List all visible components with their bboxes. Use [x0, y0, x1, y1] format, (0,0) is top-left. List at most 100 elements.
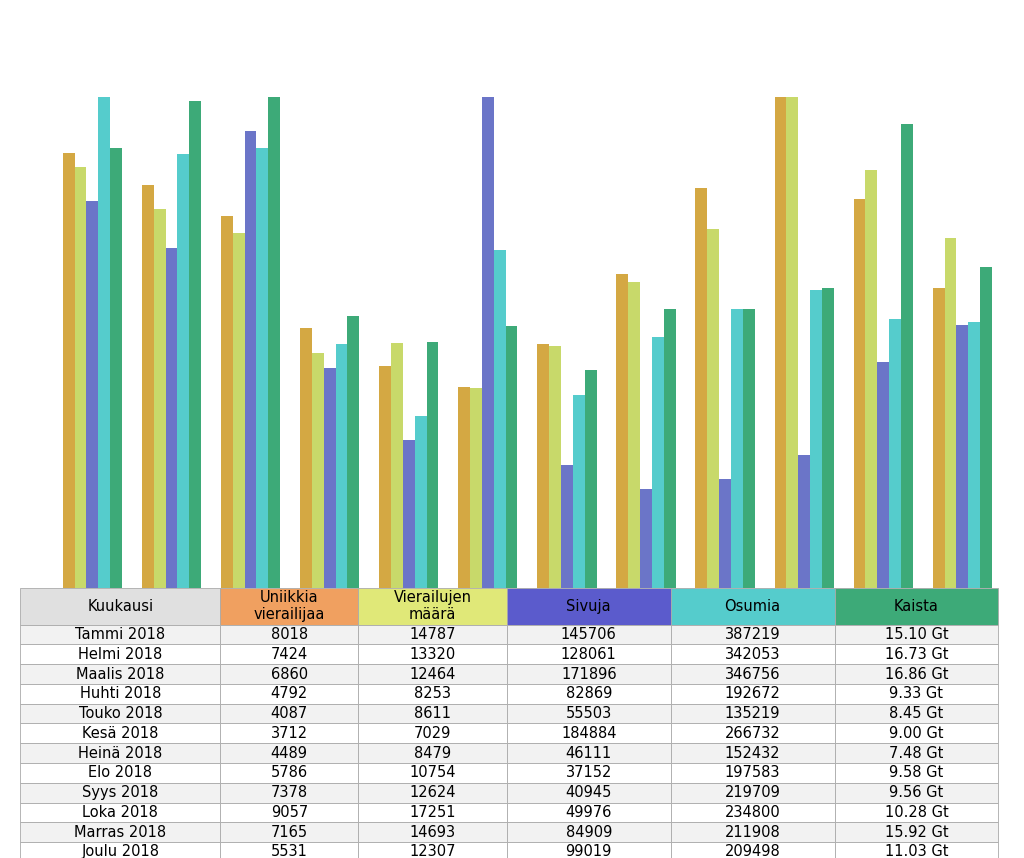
Text: 8611: 8611 — [414, 706, 452, 721]
Bar — [220, 743, 358, 763]
Bar — [75, 167, 86, 588]
Bar — [671, 664, 835, 684]
Text: 9.00 Gt: 9.00 Gt — [889, 726, 944, 740]
Bar — [835, 842, 998, 858]
Bar — [358, 588, 507, 625]
Bar — [854, 199, 865, 588]
Bar — [865, 170, 878, 588]
Bar — [835, 782, 998, 802]
Text: 211908: 211908 — [725, 825, 780, 840]
Bar — [835, 723, 998, 743]
Text: Touko 2018: Touko 2018 — [79, 706, 162, 721]
Text: 8479: 8479 — [414, 746, 452, 761]
Text: 7424: 7424 — [270, 647, 308, 662]
Bar — [835, 763, 998, 782]
Bar — [220, 763, 358, 782]
Bar — [189, 100, 201, 588]
Bar — [379, 366, 391, 588]
Text: 16.86 Gt: 16.86 Gt — [885, 667, 948, 681]
Bar — [245, 131, 256, 588]
Text: 46111: 46111 — [565, 746, 612, 761]
Text: Syys 2018: Syys 2018 — [82, 785, 159, 801]
Bar — [506, 326, 517, 588]
Bar — [402, 440, 415, 588]
Bar — [154, 208, 166, 588]
Bar — [944, 238, 956, 588]
Text: Maalis 2018: Maalis 2018 — [76, 667, 165, 681]
Text: 99019: 99019 — [565, 844, 612, 858]
Bar — [20, 842, 220, 858]
Text: 192672: 192672 — [725, 686, 780, 701]
Text: 16.73 Gt: 16.73 Gt — [885, 647, 948, 662]
Text: 184884: 184884 — [561, 726, 616, 740]
Bar — [358, 723, 507, 743]
Text: 12624: 12624 — [410, 785, 456, 801]
Bar — [482, 97, 494, 588]
Text: 14787: 14787 — [410, 627, 456, 642]
Bar — [20, 644, 220, 664]
Bar — [671, 763, 835, 782]
Bar — [20, 743, 220, 763]
Bar — [616, 275, 628, 588]
Text: 15.92 Gt: 15.92 Gt — [885, 825, 948, 840]
Text: 10754: 10754 — [410, 765, 456, 781]
Text: 12464: 12464 — [410, 667, 456, 681]
Bar — [538, 344, 549, 588]
Bar — [358, 704, 507, 723]
Text: 4792: 4792 — [270, 686, 308, 701]
Bar — [671, 782, 835, 802]
Bar — [980, 267, 992, 588]
Text: 15.10 Gt: 15.10 Gt — [885, 627, 948, 642]
Bar — [507, 743, 671, 763]
Bar — [20, 723, 220, 743]
Bar — [671, 644, 835, 664]
Text: 387219: 387219 — [725, 627, 780, 642]
Bar — [220, 588, 358, 625]
Bar — [695, 188, 708, 588]
Bar — [458, 387, 470, 588]
Bar — [671, 842, 835, 858]
Bar — [358, 625, 507, 644]
Text: Kesä 2018: Kesä 2018 — [82, 726, 159, 740]
Bar — [177, 154, 189, 588]
Bar — [220, 822, 358, 842]
Text: Uniikkia
vierailijaa: Uniikkia vierailijaa — [254, 590, 325, 622]
Bar — [220, 684, 358, 704]
Bar — [664, 309, 676, 588]
Text: 266732: 266732 — [725, 726, 780, 740]
Text: 9.58 Gt: 9.58 Gt — [890, 765, 943, 781]
Bar — [20, 684, 220, 704]
Bar — [232, 233, 245, 588]
Bar — [507, 822, 671, 842]
Text: 342053: 342053 — [725, 647, 780, 662]
Bar — [62, 154, 75, 588]
Bar — [671, 588, 835, 625]
Text: 8018: 8018 — [270, 627, 308, 642]
Bar — [358, 802, 507, 822]
Bar — [835, 625, 998, 644]
Bar — [731, 309, 742, 588]
Text: Joulu 2018: Joulu 2018 — [81, 844, 160, 858]
Text: Kuukausi: Kuukausi — [87, 599, 154, 613]
Text: 9.33 Gt: 9.33 Gt — [890, 686, 943, 701]
Bar — [20, 588, 220, 625]
Bar — [742, 310, 755, 588]
Bar — [98, 97, 111, 588]
Bar — [507, 644, 671, 664]
Bar — [671, 743, 835, 763]
Bar — [719, 479, 731, 588]
Bar — [671, 684, 835, 704]
Bar — [507, 588, 671, 625]
Text: 135219: 135219 — [725, 706, 780, 721]
Text: 14693: 14693 — [410, 825, 456, 840]
Bar — [220, 664, 358, 684]
Bar — [220, 842, 358, 858]
Text: 55503: 55503 — [565, 706, 612, 721]
Text: 3712: 3712 — [270, 726, 308, 740]
Bar — [671, 704, 835, 723]
Bar — [166, 248, 177, 588]
Bar — [835, 588, 998, 625]
Text: 4087: 4087 — [270, 706, 308, 721]
Text: Elo 2018: Elo 2018 — [88, 765, 153, 781]
Bar — [220, 704, 358, 723]
